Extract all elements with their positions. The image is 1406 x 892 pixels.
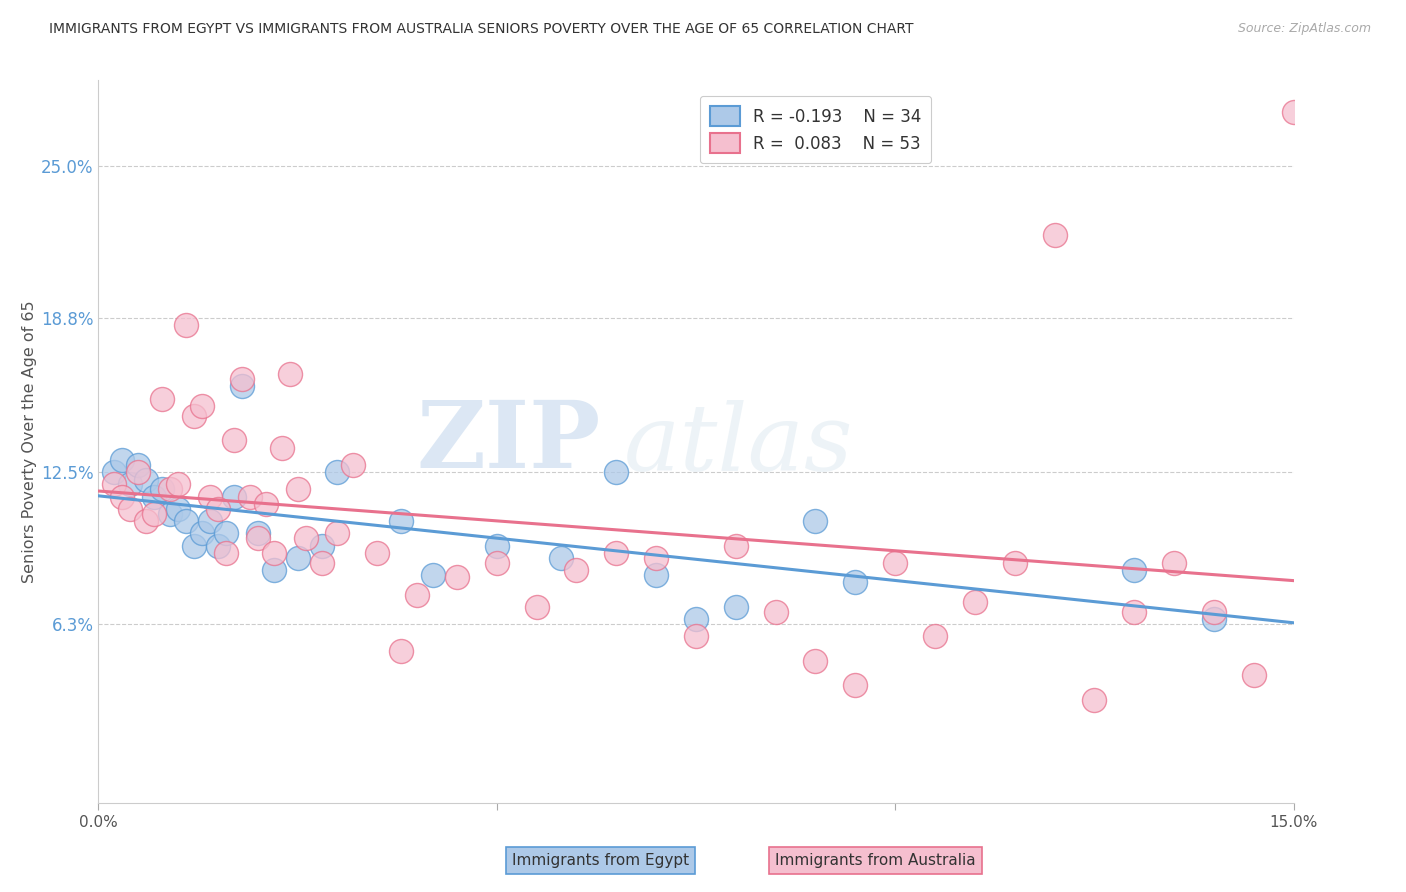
Point (1202, 612, 1225, 626)
Point (311, 539, 333, 553)
Point (1043, 227, 1066, 242)
Point (1123, 563, 1146, 577)
Point (565, 563, 588, 577)
Point (103, 477, 125, 491)
Point (198, 514, 221, 528)
Point (485, 539, 508, 553)
Text: IMMIGRANTS FROM EGYPT VS IMMIGRANTS FROM AUSTRALIA SENIORS POVERTY OVER THE AGE : IMMIGRANTS FROM EGYPT VS IMMIGRANTS FROM… (49, 22, 914, 37)
Point (222, 490, 245, 504)
Y-axis label: Seniors Poverty Over the Age of 65: Seniors Poverty Over the Age of 65 (22, 301, 38, 582)
Point (446, 570, 468, 584)
Point (222, 434, 245, 448)
Point (550, 550, 572, 565)
Text: atlas: atlas (624, 401, 853, 490)
Point (311, 556, 333, 570)
Point (924, 629, 946, 643)
Point (963, 595, 986, 609)
Point (254, 497, 277, 511)
Point (605, 546, 627, 560)
Point (366, 546, 388, 560)
Point (191, 399, 214, 413)
Point (231, 379, 253, 393)
Point (120, 502, 142, 516)
Point (198, 490, 221, 504)
Point (1282, 105, 1305, 120)
Point (1004, 556, 1026, 570)
Text: Immigrants from Australia: Immigrants from Australia (775, 854, 976, 869)
Point (685, 612, 707, 626)
Point (605, 465, 627, 479)
Point (135, 514, 157, 528)
Text: Immigrants from Egypt: Immigrants from Egypt (512, 854, 689, 869)
Point (765, 605, 787, 619)
Point (239, 490, 262, 504)
Point (167, 502, 190, 516)
Point (183, 539, 205, 553)
Point (645, 550, 668, 565)
Point (844, 575, 866, 590)
Point (143, 490, 166, 504)
Point (294, 531, 316, 545)
Point (645, 568, 668, 582)
Point (120, 477, 142, 491)
Point (231, 372, 253, 386)
Point (844, 678, 866, 692)
Point (1083, 693, 1105, 707)
Point (804, 654, 827, 668)
Point (263, 546, 285, 560)
Point (685, 629, 707, 643)
Point (804, 514, 827, 528)
Point (1202, 605, 1225, 619)
Point (150, 392, 173, 406)
Point (287, 483, 309, 497)
Legend: R = -0.193    N = 34, R =  0.083    N = 53: R = -0.193 N = 34, R = 0.083 N = 53 (700, 95, 931, 163)
Point (263, 563, 285, 577)
Point (207, 539, 229, 553)
Point (485, 556, 508, 570)
Point (127, 465, 149, 479)
Point (135, 473, 157, 487)
Point (111, 490, 134, 504)
Point (1123, 605, 1146, 619)
Point (174, 514, 197, 528)
Point (167, 477, 190, 491)
Point (150, 483, 173, 497)
Point (191, 526, 214, 541)
Point (246, 526, 269, 541)
Point (724, 539, 747, 553)
Point (342, 458, 364, 472)
Point (215, 546, 238, 560)
Point (127, 458, 149, 472)
Point (143, 507, 166, 521)
Point (270, 441, 292, 455)
Point (724, 599, 747, 614)
Point (246, 531, 269, 545)
Point (1243, 668, 1265, 682)
Point (207, 502, 229, 516)
Point (278, 367, 301, 381)
Point (884, 556, 907, 570)
Point (159, 483, 181, 497)
Text: ZIP: ZIP (416, 397, 600, 486)
Point (159, 507, 181, 521)
Point (326, 465, 349, 479)
Point (526, 599, 548, 614)
Point (287, 550, 309, 565)
Text: Source: ZipAtlas.com: Source: ZipAtlas.com (1237, 22, 1371, 36)
Point (174, 318, 197, 333)
Point (111, 453, 134, 467)
Point (389, 644, 412, 658)
Point (103, 465, 125, 479)
Point (183, 409, 205, 423)
Point (215, 526, 238, 541)
Point (389, 514, 412, 528)
Point (422, 568, 444, 582)
Point (326, 526, 349, 541)
Point (406, 588, 429, 602)
Point (1163, 556, 1185, 570)
